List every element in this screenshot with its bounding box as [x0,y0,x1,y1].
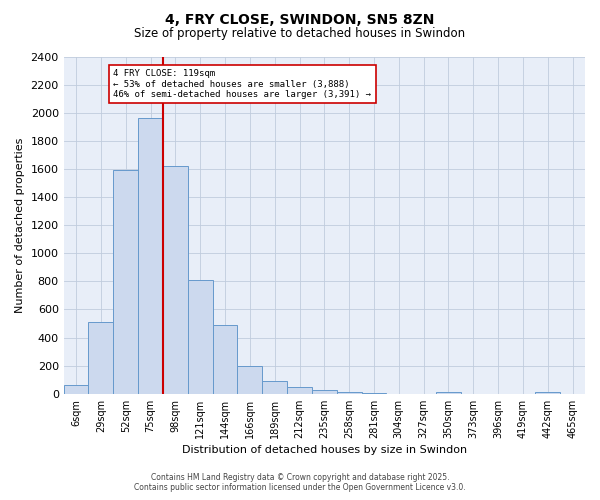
Text: Contains HM Land Registry data © Crown copyright and database right 2025.
Contai: Contains HM Land Registry data © Crown c… [134,473,466,492]
Bar [362,392,386,394]
Bar [238,366,262,394]
Bar [212,325,238,394]
Bar [436,392,461,394]
Bar [262,381,287,394]
Bar [188,280,212,394]
Bar [337,392,362,394]
X-axis label: Distribution of detached houses by size in Swindon: Distribution of detached houses by size … [182,445,467,455]
Bar [113,170,138,394]
Bar [138,118,163,394]
Bar [535,392,560,394]
Text: 4 FRY CLOSE: 119sqm
← 53% of detached houses are smaller (3,888)
46% of semi-det: 4 FRY CLOSE: 119sqm ← 53% of detached ho… [113,69,371,99]
Bar [287,388,312,394]
Bar [88,322,113,394]
Bar [312,390,337,394]
Y-axis label: Number of detached properties: Number of detached properties [15,138,25,313]
Text: 4, FRY CLOSE, SWINDON, SN5 8ZN: 4, FRY CLOSE, SWINDON, SN5 8ZN [166,12,434,26]
Text: Size of property relative to detached houses in Swindon: Size of property relative to detached ho… [134,28,466,40]
Bar [64,386,88,394]
Bar [163,166,188,394]
